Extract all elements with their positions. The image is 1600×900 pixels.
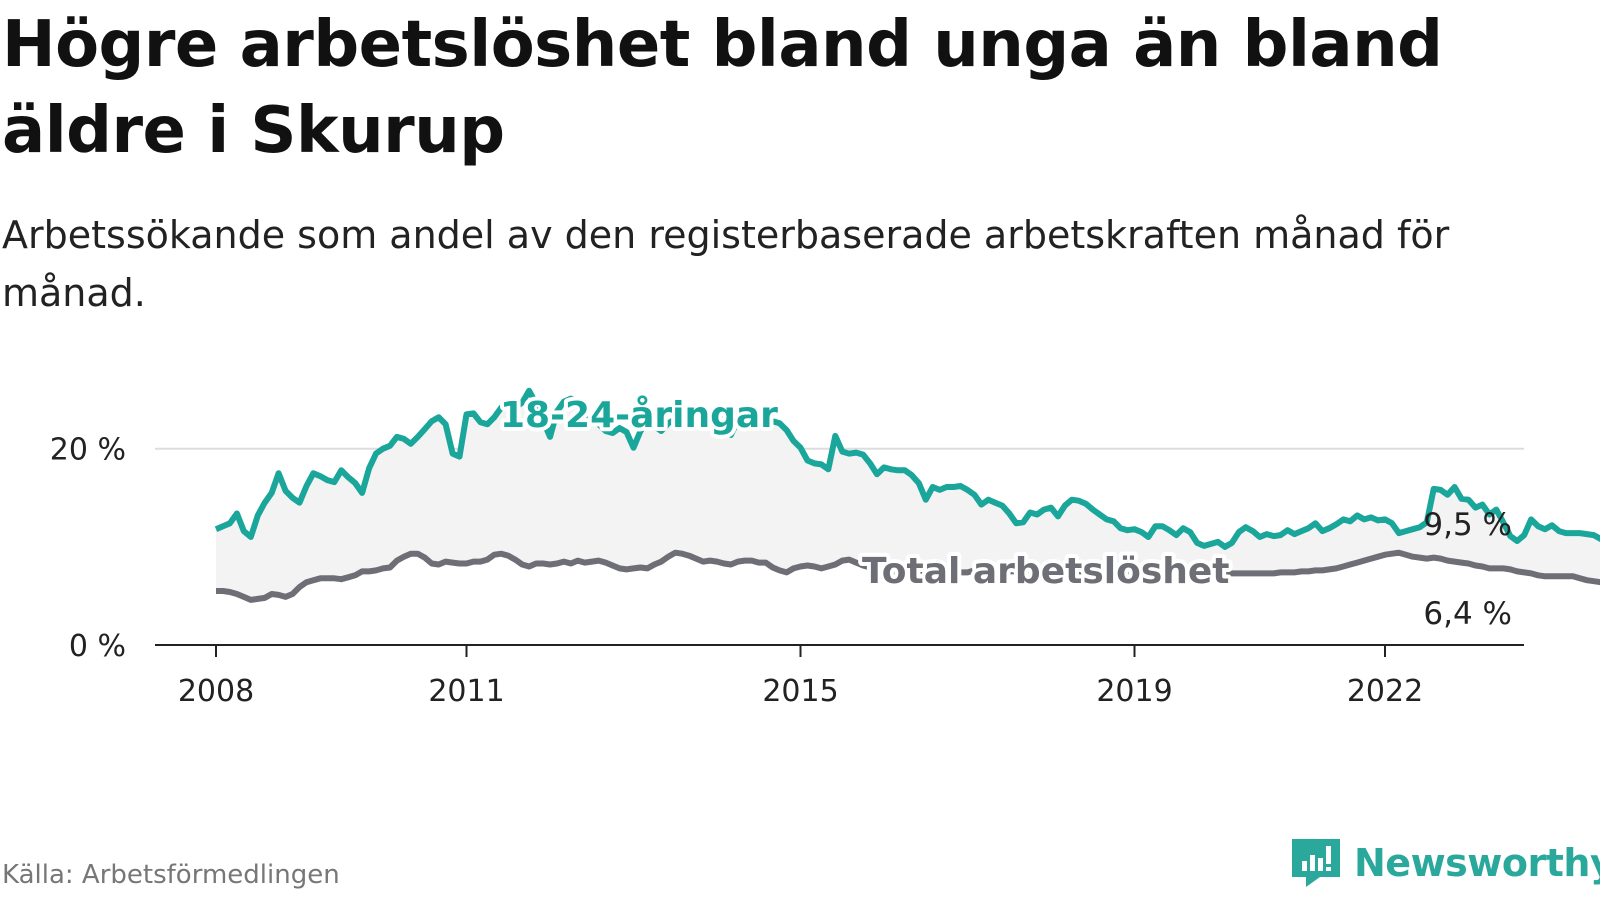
series-label-total: Total arbetslöshet <box>862 551 1230 592</box>
x-tick-label: 2011 <box>428 674 504 709</box>
series-line-youth <box>214 387 1600 550</box>
x-tick-label: 2008 <box>178 674 254 709</box>
y-tick-label: 0 % <box>69 629 126 664</box>
chart-title: Högre arbetslöshet bland unga än bland ä… <box>2 8 1443 168</box>
x-axis: 2008 2011 2015 2019 2022 <box>155 644 1524 709</box>
brand-name: Newsworthy <box>1354 841 1600 885</box>
chart-area: 0 % 20 % 2008 2011 2015 2019 2022 18-24-åring… <box>50 387 1600 709</box>
y-tick-label: 20 % <box>50 433 126 468</box>
end-value-total: 6,4 % <box>1423 596 1512 632</box>
x-tick-label: 2015 <box>762 674 838 709</box>
band-between-series <box>216 390 1600 600</box>
newsworthy-logo-icon <box>1292 839 1340 887</box>
x-tick-label: 2022 <box>1347 674 1423 709</box>
series-line-total <box>216 549 1600 603</box>
source-note: Källa: Arbetsförmedlingen <box>2 860 340 890</box>
end-value-youth: 9,5 % <box>1423 507 1512 543</box>
series-label-youth: 18-24-åringar <box>500 395 778 436</box>
chart-subtitle: Arbetssökande som andel av den registerb… <box>2 213 1450 315</box>
brand-logo: Newsworthy <box>1290 838 1600 888</box>
x-tick-label: 2019 <box>1096 674 1172 709</box>
